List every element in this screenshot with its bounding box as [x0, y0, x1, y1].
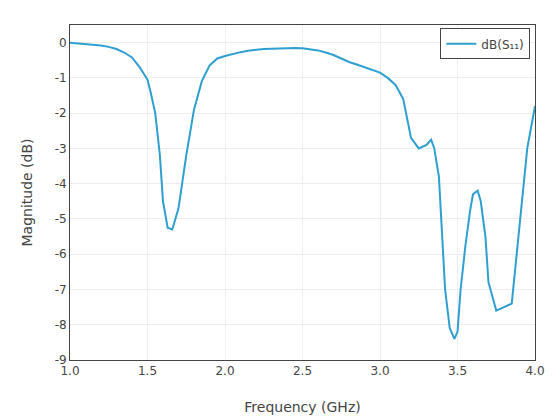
svg-text:2.0: 2.0 — [215, 364, 234, 378]
svg-text:3.5: 3.5 — [448, 364, 467, 378]
svg-text:-3: -3 — [55, 142, 67, 156]
svg-text:2.5: 2.5 — [293, 364, 312, 378]
svg-text:-8: -8 — [55, 318, 67, 332]
svg-text:-5: -5 — [55, 212, 67, 226]
svg-text:Magnitude (dB): Magnitude (dB) — [19, 138, 35, 246]
svg-text:1.0: 1.0 — [60, 364, 79, 378]
svg-text:3.0: 3.0 — [370, 364, 389, 378]
svg-text:0: 0 — [59, 36, 67, 50]
svg-text:dB(S₁₁): dB(S₁₁) — [481, 38, 523, 52]
svg-text:-9: -9 — [55, 353, 67, 367]
svg-text:-6: -6 — [55, 247, 67, 261]
svg-text:4.0: 4.0 — [525, 364, 544, 378]
svg-text:Frequency (GHz): Frequency (GHz) — [244, 399, 360, 415]
svg-text:-2: -2 — [55, 106, 67, 120]
svg-text:-1: -1 — [55, 71, 67, 85]
svg-text:1.5: 1.5 — [138, 364, 157, 378]
svg-text:-4: -4 — [55, 177, 67, 191]
svg-text:-7: -7 — [55, 283, 67, 297]
